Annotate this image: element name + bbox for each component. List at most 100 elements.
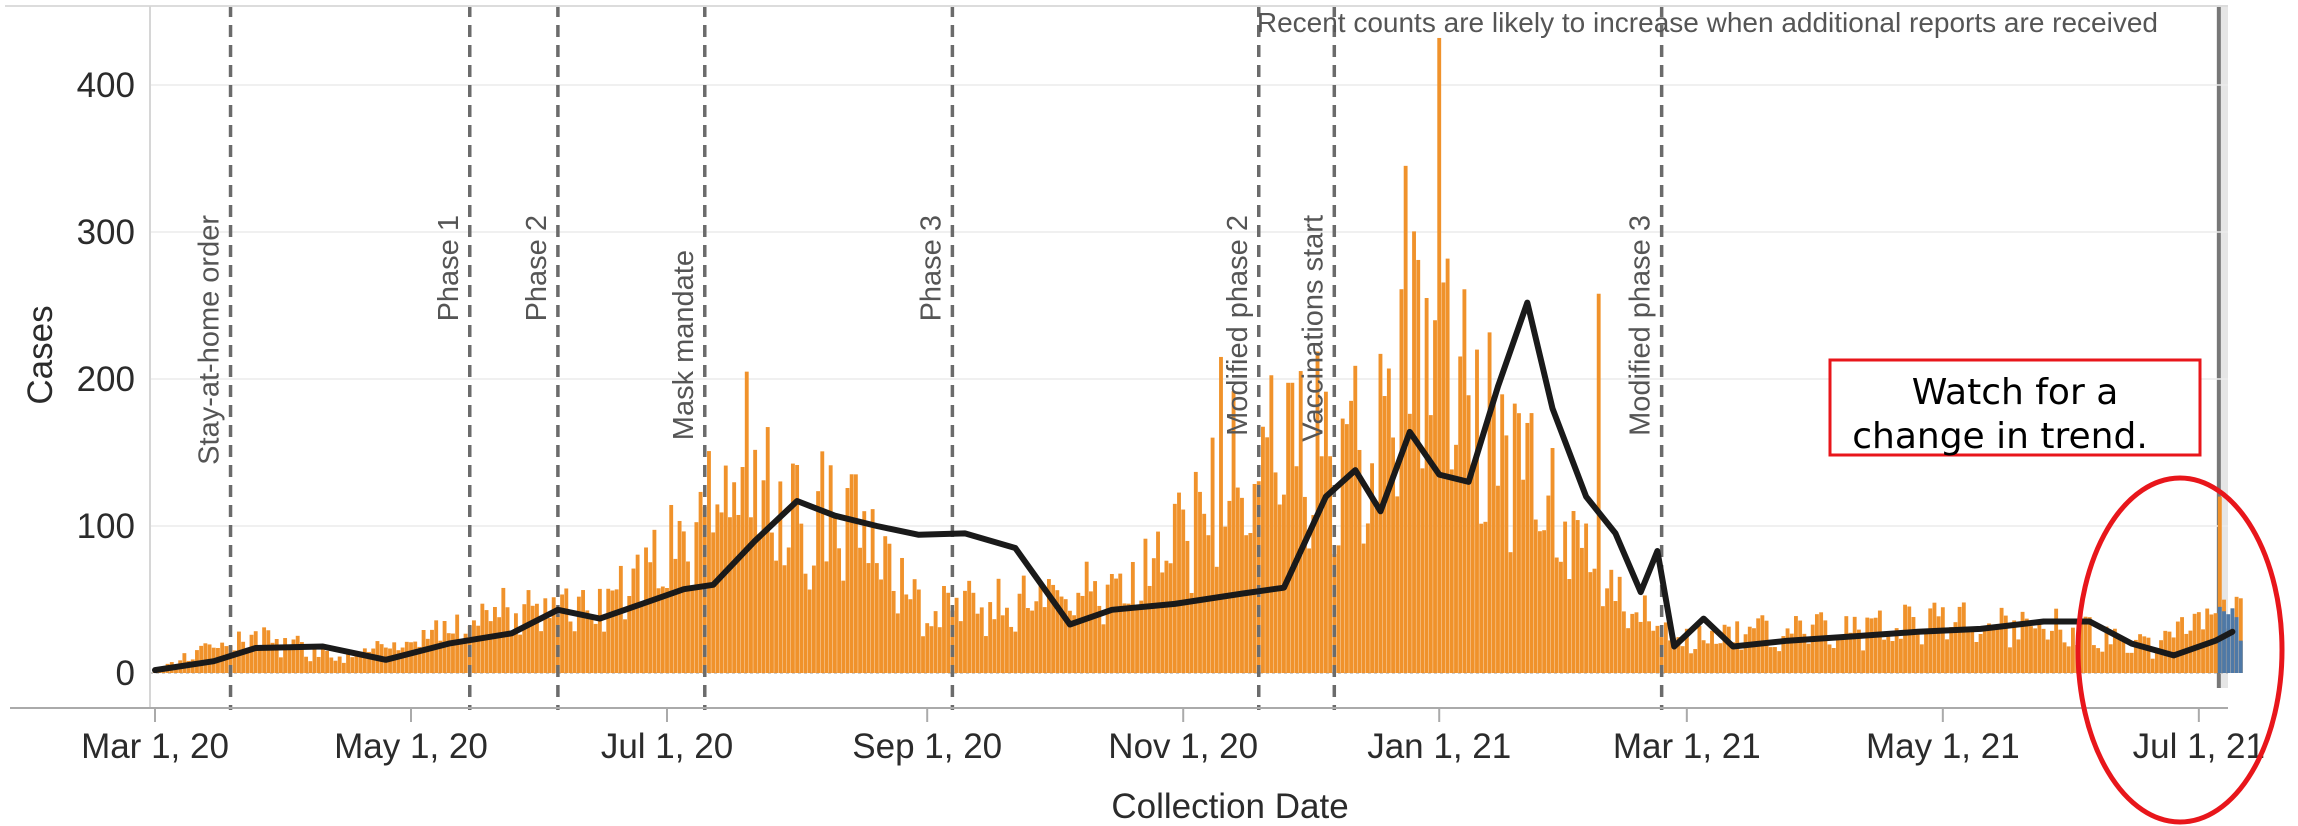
y-tick-label: 100	[77, 507, 135, 546]
daily-case-bar	[803, 573, 808, 673]
daily-case-bar	[354, 656, 359, 673]
x-tick-label: Jul 1, 21	[2133, 727, 2265, 766]
daily-case-bar	[350, 657, 355, 673]
daily-case-bar	[618, 565, 623, 673]
daily-case-bar	[648, 562, 653, 673]
daily-case-bar	[589, 619, 594, 673]
x-tick-label: Mar 1, 21	[1613, 727, 1761, 766]
daily-case-bar	[1046, 579, 1051, 673]
daily-case-bar	[1101, 624, 1106, 673]
daily-case-bar	[1009, 626, 1014, 673]
x-tick-label: Nov 1, 20	[1108, 727, 1258, 766]
daily-case-bar	[1437, 37, 1442, 673]
incomplete-case-bar	[2222, 611, 2226, 673]
daily-case-bar	[1323, 391, 1328, 673]
daily-case-bar	[1558, 561, 1563, 673]
daily-case-bar	[1500, 394, 1505, 673]
daily-case-bar	[677, 520, 682, 673]
daily-case-bar	[1420, 468, 1425, 673]
daily-case-bar	[446, 633, 451, 673]
daily-case-bar	[1504, 435, 1509, 673]
daily-case-bar	[895, 613, 900, 673]
daily-case-bar	[912, 579, 917, 673]
daily-case-bar	[690, 588, 695, 673]
daily-case-bar	[2192, 613, 2197, 673]
daily-case-bar	[1882, 639, 1887, 673]
daily-case-bar	[241, 641, 246, 673]
daily-case-bar	[1433, 320, 1437, 673]
daily-case-bar	[1651, 630, 1656, 673]
daily-case-bar	[417, 646, 422, 673]
daily-case-bar	[2079, 619, 2084, 673]
daily-case-bar	[1991, 628, 1996, 673]
daily-case-bar	[845, 488, 850, 673]
daily-case-bar	[1915, 632, 1920, 673]
daily-case-bar	[2066, 646, 2071, 673]
daily-case-bar	[1865, 617, 1870, 673]
daily-case-bar	[1777, 651, 1782, 673]
daily-case-bar	[929, 626, 934, 673]
daily-case-bar	[362, 648, 367, 673]
daily-case-bar	[1731, 642, 1735, 673]
daily-case-bar	[1265, 437, 1270, 673]
daily-case-bar	[2100, 651, 2105, 673]
daily-case-bar	[1072, 615, 1077, 673]
event-label: Stay-at-home order	[194, 215, 226, 465]
daily-case-bar	[1953, 622, 1958, 673]
daily-case-bar	[1521, 479, 1526, 673]
daily-case-bar	[1223, 526, 1228, 673]
daily-case-bar	[1529, 413, 1534, 673]
daily-case-bar	[576, 596, 581, 673]
daily-case-bar	[1584, 523, 1589, 673]
daily-case-bar	[916, 589, 921, 673]
daily-case-bar	[1861, 650, 1866, 673]
daily-case-bar	[1365, 523, 1370, 673]
event-label: Mask mandate	[668, 250, 700, 440]
daily-case-bar	[2238, 598, 2243, 673]
daily-case-bar	[325, 650, 329, 673]
daily-case-bar	[1349, 400, 1354, 673]
daily-case-bar	[1185, 540, 1190, 673]
daily-case-bar	[963, 590, 967, 673]
daily-case-bar	[1483, 521, 1488, 673]
daily-case-bar	[946, 592, 951, 673]
daily-case-bar	[1957, 606, 1962, 673]
event-label: Phase 2	[521, 215, 553, 321]
daily-case-bar	[316, 656, 321, 673]
daily-case-bar	[660, 586, 665, 673]
daily-case-bar	[1240, 497, 1244, 673]
daily-case-bar	[1261, 426, 1265, 673]
daily-case-bar	[2180, 617, 2184, 673]
daily-case-bar	[1344, 424, 1349, 673]
daily-case-bar	[1961, 602, 1966, 673]
daily-case-bar	[2159, 640, 2163, 673]
daily-case-bar	[1672, 638, 1677, 673]
daily-case-bar	[2050, 630, 2054, 673]
y-tick-label: 0	[116, 654, 135, 693]
daily-case-bar	[1189, 592, 1194, 673]
daily-case-bar	[1873, 617, 1878, 673]
daily-case-bar	[1928, 608, 1933, 673]
daily-case-bar	[1005, 607, 1009, 673]
daily-case-bar	[1252, 483, 1257, 673]
daily-case-bar	[2012, 620, 2017, 673]
daily-case-bar	[1051, 584, 1056, 673]
event-label: Phase 1	[433, 215, 465, 321]
incomplete-period-shade	[2218, 5, 2228, 688]
daily-case-bar	[1076, 592, 1081, 673]
daily-case-bar	[1416, 259, 1421, 673]
daily-case-bar	[551, 597, 556, 673]
daily-case-bar	[346, 651, 350, 673]
daily-case-bar	[1487, 332, 1492, 673]
daily-case-bar	[2154, 652, 2159, 673]
daily-case-bar	[1172, 503, 1177, 673]
daily-case-bar	[1034, 601, 1039, 673]
daily-case-bar	[207, 644, 212, 673]
daily-case-bar	[203, 643, 208, 673]
daily-case-bar	[1819, 612, 1824, 673]
daily-case-bar	[610, 590, 615, 673]
daily-case-bar	[1886, 634, 1891, 673]
daily-case-bar	[1407, 413, 1412, 673]
daily-case-bar	[1932, 602, 1937, 673]
daily-case-bar	[984, 636, 988, 673]
